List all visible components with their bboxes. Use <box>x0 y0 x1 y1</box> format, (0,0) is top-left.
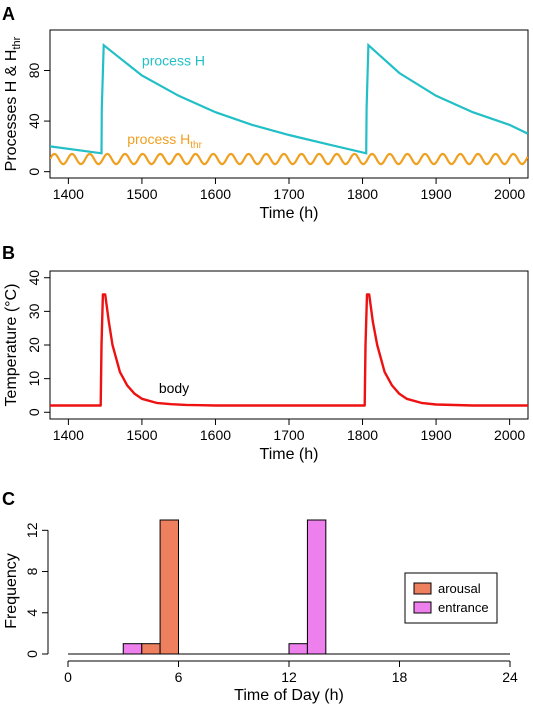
panel-c-x-tick-label: 6 <box>175 669 183 685</box>
panel-b-x-tick-label: 1400 <box>53 427 84 443</box>
legend-swatch-arousal <box>413 582 432 595</box>
panel-a-x-tick-label: 1400 <box>53 186 84 202</box>
panel-b-y-axis-label: Temperature (°C) <box>3 284 20 407</box>
panel-a-y-axis-label-main: Processes H & H <box>3 50 20 172</box>
panel-c-legend: arousal entrance <box>404 572 498 624</box>
process-hthr-line <box>50 152 528 166</box>
panel-a-x-tick-label: 2000 <box>494 186 525 202</box>
panel-a-y-tick-label: 80 <box>26 62 42 78</box>
panel-b-y-tick-label: 30 <box>26 303 42 319</box>
panel-a-x-tick-label: 1500 <box>126 186 157 202</box>
panel-a-chart: 1400 1500 1600 1700 1800 1900 2000 0 40 80 Time (… <box>3 29 529 222</box>
panel-a-y-axis-label-sub: thr <box>11 36 23 49</box>
panel-a-x-tick-label: 1700 <box>273 186 304 202</box>
bar-entrance <box>122 643 143 655</box>
body-label: body <box>159 380 189 396</box>
panel-c-x-tick-label: 0 <box>64 669 72 685</box>
legend-label-entrance: entrance <box>438 600 489 615</box>
legend-label-arousal: arousal <box>438 581 481 596</box>
panel-b-x-tick-label: 1900 <box>420 427 451 443</box>
process-h-label-main: process H <box>142 52 205 68</box>
panel-b-y-tick-label: 10 <box>26 371 42 387</box>
panel-b-x-tick-label: 1700 <box>273 427 304 443</box>
panel-a-x-tick-label: 1800 <box>347 186 378 202</box>
panel-a-x-tick-label: 1600 <box>200 186 231 202</box>
bar-arousal <box>159 519 179 655</box>
panel-b-x-tick-label: 2000 <box>494 427 525 443</box>
panel-b-y-tick-label: 20 <box>26 337 42 353</box>
panel-label-c: C <box>2 489 15 509</box>
panel-b-x-tick-label: 1600 <box>200 427 231 443</box>
panel-b-y-tick-label: 40 <box>26 270 42 286</box>
panel-c-y-axis-label: Frequency <box>3 553 20 629</box>
panel-c-x-tick-label: 18 <box>392 669 408 685</box>
process-hthr-label-sub: thr <box>190 140 202 151</box>
bar-arousal <box>141 643 161 655</box>
process-hthr-label-main: process H <box>127 131 190 147</box>
legend-swatch-entrance <box>413 601 432 614</box>
panel-c-y-tick-label: 8 <box>24 567 40 575</box>
panel-b-x-tick-label: 1800 <box>347 427 378 443</box>
panel-b-y-tick-label: 0 <box>26 408 42 416</box>
legend-box <box>404 572 498 624</box>
bar-entrance <box>306 519 327 655</box>
panel-b-frame <box>49 270 529 420</box>
panel-c-y-tick-label: 12 <box>24 522 40 538</box>
panel-c-x-tick-label: 12 <box>281 669 297 685</box>
panel-label-b: B <box>2 243 15 263</box>
panel-a-x-axis-label: Time (h) <box>260 205 319 222</box>
process-h-label: process H <box>142 52 205 68</box>
panel-c-x-axis-label: Time of Day (h) <box>234 687 344 704</box>
panel-b-x-axis-label: Time (h) <box>260 446 319 463</box>
process-hthr-label: process Hthr <box>127 131 202 151</box>
panel-c-x-tick-label: 24 <box>502 669 518 685</box>
panel-c-y-tick-label: 0 <box>24 650 40 658</box>
process-h-line <box>50 42 528 155</box>
body-temperature-line <box>50 293 528 407</box>
bar-entrance <box>288 643 308 655</box>
panel-a-y-tick-label: 40 <box>26 113 42 129</box>
panel-b-chart: 1400 1500 1600 1700 1800 1900 2000 0 10 20 30 40 Ti… <box>3 270 529 463</box>
panel-label-a: A <box>2 4 15 24</box>
panel-b-x-tick-label: 1500 <box>126 427 157 443</box>
panel-c-y-tick-label: 4 <box>24 609 40 617</box>
panel-a-y-axis-label: Processes H & Hthr <box>3 36 23 171</box>
panel-a-y-tick-label: 0 <box>26 168 42 176</box>
panel-a-x-tick-label: 1900 <box>420 186 451 202</box>
